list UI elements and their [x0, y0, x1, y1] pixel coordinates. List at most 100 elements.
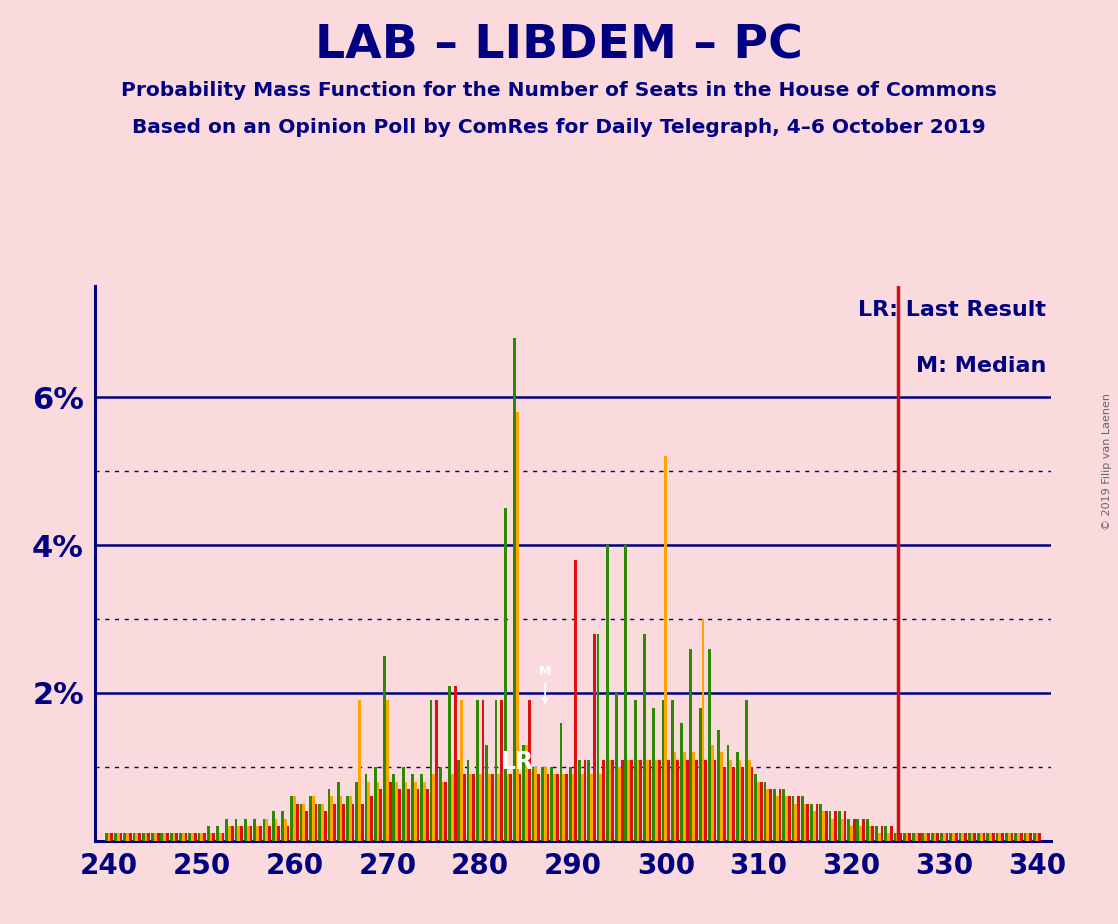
Bar	[627, 760, 631, 841]
Bar	[584, 760, 587, 841]
Bar	[953, 833, 955, 841]
Bar	[314, 804, 318, 841]
Bar	[806, 804, 809, 841]
Bar	[148, 833, 150, 841]
Bar	[123, 833, 126, 841]
Bar	[625, 545, 627, 841]
Bar	[324, 811, 326, 841]
Bar	[309, 796, 312, 841]
Bar	[259, 826, 262, 841]
Bar	[893, 833, 897, 841]
Bar	[534, 767, 538, 841]
Bar	[303, 804, 305, 841]
Bar	[476, 700, 479, 841]
Bar	[860, 826, 862, 841]
Bar	[606, 545, 608, 841]
Bar	[330, 796, 333, 841]
Bar	[912, 833, 915, 841]
Bar	[305, 811, 309, 841]
Bar	[828, 811, 832, 841]
Bar	[921, 833, 925, 841]
Bar	[244, 819, 247, 841]
Bar	[541, 767, 543, 841]
Bar	[129, 833, 132, 841]
Bar	[680, 723, 683, 841]
Bar	[107, 833, 111, 841]
Bar	[114, 833, 117, 841]
Bar	[949, 833, 953, 841]
Bar	[504, 508, 506, 841]
Bar	[615, 693, 618, 841]
Bar	[853, 819, 855, 841]
Bar	[699, 708, 701, 841]
Bar	[249, 826, 253, 841]
Bar	[435, 700, 438, 841]
Bar	[163, 833, 167, 841]
Bar	[135, 833, 139, 841]
Bar	[695, 760, 698, 841]
Bar	[652, 708, 655, 841]
Bar	[265, 819, 268, 841]
Bar	[685, 760, 689, 841]
Bar	[664, 456, 667, 841]
Bar	[321, 804, 324, 841]
Bar	[231, 826, 234, 841]
Bar	[342, 804, 345, 841]
Bar	[454, 686, 456, 841]
Bar	[498, 774, 500, 841]
Bar	[349, 796, 352, 841]
Bar	[286, 826, 290, 841]
Bar	[804, 804, 806, 841]
Bar	[111, 833, 113, 841]
Bar	[333, 804, 335, 841]
Bar	[532, 767, 534, 841]
Bar	[142, 833, 144, 841]
Bar	[903, 833, 906, 841]
Bar	[998, 833, 1002, 841]
Bar	[646, 760, 648, 841]
Bar	[736, 752, 739, 841]
Bar	[745, 700, 748, 841]
Bar	[281, 811, 284, 841]
Bar	[655, 760, 657, 841]
Bar	[547, 774, 549, 841]
Bar	[506, 774, 510, 841]
Bar	[562, 774, 565, 841]
Bar	[692, 752, 695, 841]
Bar	[429, 700, 433, 841]
Bar	[240, 826, 243, 841]
Bar	[513, 338, 515, 841]
Bar	[727, 745, 729, 841]
Bar	[105, 833, 107, 841]
Bar	[618, 767, 620, 841]
Bar	[748, 760, 750, 841]
Bar	[538, 774, 540, 841]
Bar	[569, 767, 571, 841]
Bar	[1020, 833, 1023, 841]
Bar	[494, 700, 498, 841]
Text: M: M	[539, 665, 551, 703]
Bar	[936, 833, 939, 841]
Bar	[773, 789, 776, 841]
Bar	[176, 833, 178, 841]
Bar	[368, 782, 370, 841]
Bar	[915, 833, 918, 841]
Bar	[792, 796, 794, 841]
Bar	[977, 833, 979, 841]
Bar	[226, 819, 228, 841]
Bar	[946, 833, 948, 841]
Text: LR: Last Result: LR: Last Result	[859, 300, 1046, 321]
Bar	[144, 833, 148, 841]
Bar	[778, 789, 781, 841]
Bar	[620, 760, 624, 841]
Bar	[337, 782, 340, 841]
Bar	[739, 760, 741, 841]
Bar	[275, 819, 277, 841]
Bar	[263, 819, 265, 841]
Bar	[713, 760, 717, 841]
Bar	[1005, 833, 1007, 841]
Bar	[198, 833, 200, 841]
Bar	[676, 760, 680, 841]
Bar	[277, 826, 281, 841]
Bar	[203, 833, 206, 841]
